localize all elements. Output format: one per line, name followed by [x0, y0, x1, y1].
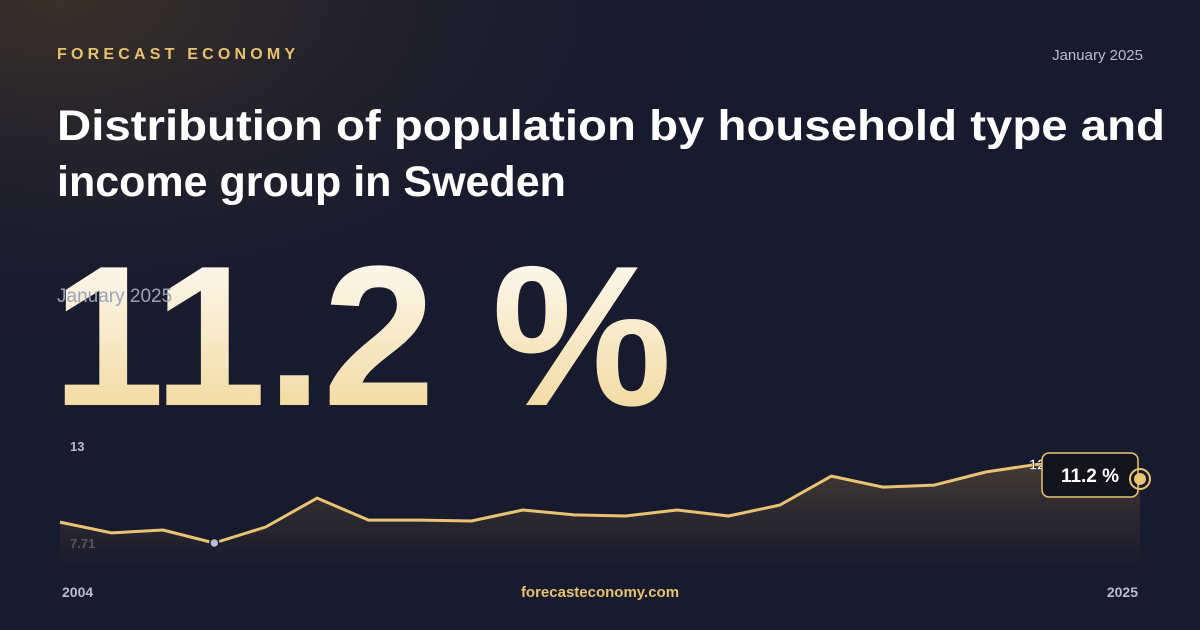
- value-label: 11.2 %: [1061, 466, 1119, 487]
- brand: FORECAST ECONOMY: [57, 46, 299, 63]
- area: [60, 464, 1140, 565]
- headline-date: January 2025: [57, 286, 172, 307]
- x-tick-label: 2025: [1107, 584, 1138, 600]
- y-tick-label: 13: [70, 439, 84, 454]
- title-line: Distribution of population by household …: [57, 102, 1165, 150]
- end-ring: [1129, 468, 1151, 491]
- date: January 2025: [1052, 47, 1143, 64]
- title-line: income group in Sweden: [57, 158, 566, 206]
- end-point: [1134, 473, 1146, 486]
- line: [59, 462, 1141, 545]
- sparkline: 7.7113200420251211.2 %: [59, 439, 1151, 600]
- x-tick-label: 2004: [62, 584, 93, 600]
- min-point: [209, 537, 220, 549]
- site: forecasteconomy.com: [521, 584, 679, 601]
- headline-figure: 11.2 %: [52, 225, 672, 448]
